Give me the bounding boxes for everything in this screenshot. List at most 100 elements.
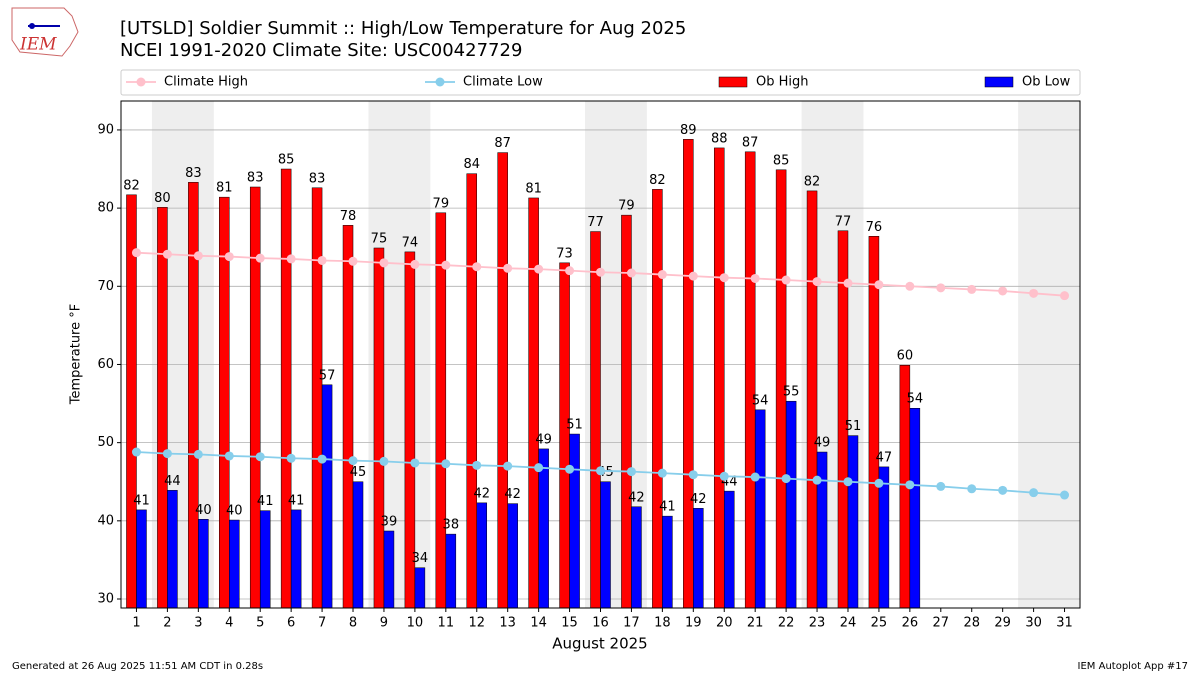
data-label: 45	[350, 465, 367, 480]
x-tick-label: 25	[871, 616, 888, 631]
x-tick-label: 4	[225, 616, 233, 631]
y-tick-label: 60	[97, 357, 114, 372]
chart-title: [UTSLD] Soldier Summit :: High/Low Tempe…	[120, 18, 686, 39]
line-marker	[565, 464, 575, 474]
x-tick-label: 11	[438, 616, 455, 631]
bar	[157, 207, 168, 609]
bar	[249, 186, 261, 609]
data-label: 79	[433, 196, 450, 211]
line-marker	[131, 248, 141, 258]
x-tick-label: 31	[1056, 616, 1073, 631]
legend-label: Ob Low	[1022, 75, 1071, 90]
data-label: 77	[587, 215, 604, 230]
line-marker	[812, 475, 822, 485]
x-tick-label: 17	[623, 616, 640, 631]
line-marker	[379, 456, 389, 466]
bar	[600, 481, 611, 609]
logo-outline	[11, 7, 79, 57]
x-tick-label: 24	[840, 616, 857, 631]
y-tick-label: 30	[97, 592, 114, 607]
data-label: 87	[494, 136, 511, 151]
data-label: 41	[133, 493, 150, 508]
line-marker	[657, 270, 667, 280]
line-marker	[998, 286, 1008, 296]
line-marker	[719, 273, 729, 283]
data-label: 85	[773, 153, 790, 168]
bar	[188, 182, 199, 609]
bar	[528, 197, 539, 609]
data-label: 57	[319, 368, 336, 383]
legend-box	[120, 69, 1081, 96]
bar	[744, 151, 756, 609]
line-marker	[441, 260, 451, 270]
logo-dot	[29, 23, 35, 29]
y-tick-label: 90	[97, 122, 114, 137]
bar	[662, 515, 673, 609]
data-label: 41	[257, 494, 274, 509]
bar	[383, 530, 395, 609]
x-tick-label: 28	[963, 616, 980, 631]
line-marker	[750, 472, 760, 482]
x-tick-label: 10	[407, 616, 424, 631]
bar	[290, 509, 302, 609]
x-tick-label: 26	[902, 616, 919, 631]
line-marker	[781, 275, 791, 285]
y-tick-label: 80	[97, 201, 114, 216]
x-tick-label: 1	[132, 616, 140, 631]
line-marker	[626, 268, 636, 278]
data-label: 42	[628, 490, 645, 505]
line-marker	[626, 467, 636, 477]
x-tick-label: 23	[809, 616, 826, 631]
x-axis-label: August 2025	[552, 635, 647, 653]
legend-swatch	[984, 76, 1014, 88]
line-marker	[348, 256, 358, 266]
line-marker	[255, 253, 265, 263]
x-tick-label: 7	[318, 616, 326, 631]
bar	[445, 533, 457, 609]
bar	[847, 435, 859, 609]
legend-swatch	[718, 76, 748, 88]
legend-marker	[435, 77, 445, 87]
data-label: 40	[195, 503, 212, 518]
bar	[136, 509, 147, 609]
line-marker	[905, 480, 915, 490]
x-tick-label: 14	[530, 616, 547, 631]
line-marker	[1060, 291, 1070, 301]
line-marker	[472, 460, 482, 470]
bar	[280, 168, 292, 609]
line-marker	[874, 280, 884, 290]
data-label: 83	[185, 166, 202, 181]
data-label: 38	[443, 518, 460, 533]
bar	[806, 190, 818, 609]
data-label: 55	[783, 385, 800, 400]
bar	[466, 173, 478, 609]
bar	[816, 451, 828, 609]
bar	[167, 490, 178, 609]
data-label: 51	[566, 418, 583, 433]
data-label: 49	[814, 436, 831, 451]
line-marker	[750, 273, 760, 283]
x-tick-label: 18	[654, 616, 671, 631]
bar	[590, 231, 601, 609]
bar	[198, 519, 209, 609]
line-marker	[688, 470, 698, 480]
bar	[373, 247, 385, 609]
x-tick-label: 21	[747, 616, 764, 631]
bar	[785, 400, 797, 609]
line-marker	[379, 258, 389, 268]
bar	[259, 510, 271, 609]
y-axis-label: Temperature °F	[69, 304, 84, 405]
bar	[342, 225, 354, 609]
line-marker	[286, 453, 296, 463]
line-marker	[688, 271, 698, 281]
line-marker	[1029, 488, 1039, 498]
line-marker	[224, 252, 234, 262]
line-marker	[410, 259, 420, 269]
bar	[497, 152, 508, 609]
data-label: 73	[556, 246, 573, 261]
line-marker	[503, 461, 513, 471]
data-label: 82	[804, 174, 821, 189]
line-marker	[286, 254, 296, 264]
data-label: 42	[690, 492, 707, 507]
